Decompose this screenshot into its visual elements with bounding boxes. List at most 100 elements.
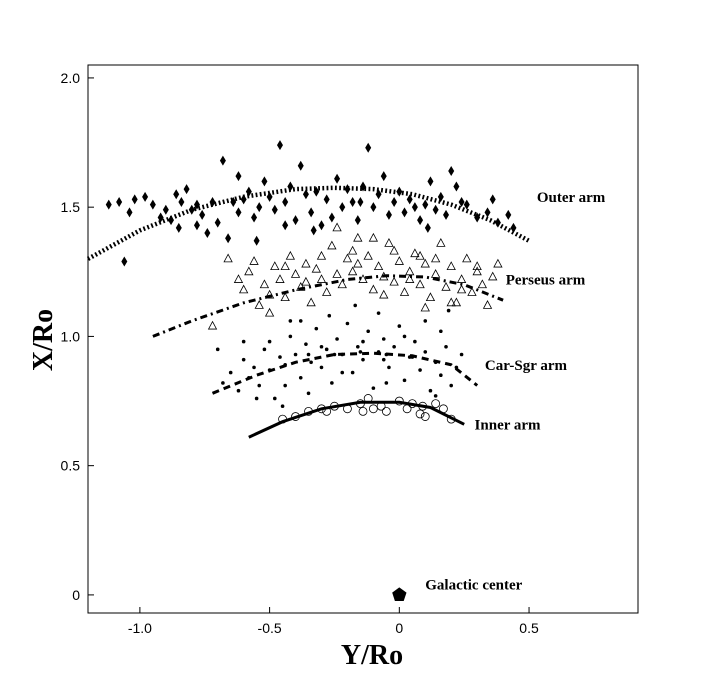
perseus-arm-point [280,261,290,271]
car-sgr-arm-point [298,319,303,323]
perseus-arm-point [233,274,244,283]
outer-arm-point [411,202,418,213]
perseus-arm-point [332,269,342,278]
outer-arm-point [175,222,182,233]
outer-arm-point [437,191,444,202]
x-tick-label: -1.0 [128,620,152,636]
car-sgr-arm-point [278,355,282,359]
inner-arm-point [356,399,365,409]
outer-arm-point [349,197,356,207]
car-sgr-arm-point [454,365,459,370]
perseus-arm-point [254,300,264,309]
car-sgr-arm-point [254,396,259,401]
outer-arm-point [391,197,398,207]
outer-arm-point [199,209,206,220]
perseus-arm-point [316,274,327,283]
perseus-arm-point [264,289,275,299]
outer-arm-point [458,197,465,207]
outer-arm-point [385,209,392,220]
car-sgr-arm-point [340,352,345,357]
perseus-arm-point [223,253,233,263]
inner-arm-point [418,401,428,411]
car-sgr-arm-point [381,337,386,341]
inner-arm-point [439,404,448,414]
y-tick-label: 0.5 [61,458,81,474]
car-sgr-arm-point [288,319,293,323]
car-sgr-arm-point [353,303,358,308]
car-sgr-arm-point [228,370,233,375]
outer-arm-point [344,184,351,195]
outer-arm-point [357,197,364,207]
outer-arm-point [126,207,133,218]
car-sgr-arm-point [361,357,365,362]
outer-arm-point [271,204,278,215]
outer-arm-point [463,199,470,210]
perseus-arm-point [493,258,503,268]
perseus-arm-point [358,274,368,283]
perseus-arm-point [296,281,306,291]
car-sgr-arm-point [293,352,298,357]
perseus-arm-point [301,258,311,268]
car-sgr-arm-point [306,352,311,357]
outer-arm-point [432,204,439,215]
perseus-arm-point [347,266,358,276]
car-sgr-arm-point [459,352,464,357]
car-sgr-arm-point [345,321,350,326]
car-sgr-arm-point [407,355,412,359]
car-sgr-arm-point [410,355,415,359]
outer-arm-point [297,160,304,171]
car-sgr-arm-point [387,365,391,370]
car-sgr-arm-point [358,350,363,354]
outer-arm-point [251,212,258,223]
outer-arm-point [116,197,123,207]
outer-arm-point [406,194,413,205]
inner-arm-point [420,412,430,421]
inner-arm-point [415,409,425,419]
perseus-arm-point [488,271,498,281]
outer-arm-point [375,189,382,200]
car-sgr-arm-point [215,347,220,352]
car-sgr-arm-point [433,360,438,365]
outer-arm-point [168,215,175,226]
car-sgr-arm-point [257,383,262,388]
outer-arm-point [225,233,232,244]
car-sgr-arm-point [356,344,360,349]
galactic-center-label: Galactic center [425,578,522,594]
car-sgr-arm-point [413,339,417,344]
perseus-arm-point [322,287,332,296]
outer-arm-point [396,186,403,197]
perseus-arm-point [275,274,285,283]
y-axis-title: X/Ro [28,309,59,371]
outer-arm-point [354,215,361,226]
car-sgr-arm-point [335,337,339,341]
outer-arm-point [282,197,289,207]
outer-arm-point [380,171,387,182]
outer-arm-point [209,197,216,207]
car-sgr-arm-point [324,347,329,352]
car-sgr-arm-point [272,396,277,401]
perseus-arm-point [420,302,430,312]
y-tick-label: 1.5 [61,199,81,215]
perseus-arm-point [446,261,456,271]
perseus-arm-point [353,232,363,242]
car-sgr-arm-point [350,370,355,375]
car-sgr-arm-point [397,324,402,328]
inner-arm-point [363,394,373,403]
perseus-arm-point [451,297,462,307]
outer-arm-point [183,184,190,195]
car-sgr-arm-point [423,319,428,323]
car-sgr-arm-point [306,391,311,396]
outer-arm-point [365,142,372,153]
outer-arm-point [256,202,263,213]
outer-arm-point [149,199,156,210]
car-sgr-arm-point [241,357,246,362]
perseus-arm-point [347,245,358,255]
car-sgr-arm-point [288,334,293,339]
car-sgr-arm-point [283,363,287,367]
car-sgr-arm-point [314,326,319,331]
car-sgr-arm-point [439,329,443,334]
perseus-arm-curve [152,274,504,338]
inner-arm-point [278,414,287,424]
outer-arm-point [328,212,335,223]
